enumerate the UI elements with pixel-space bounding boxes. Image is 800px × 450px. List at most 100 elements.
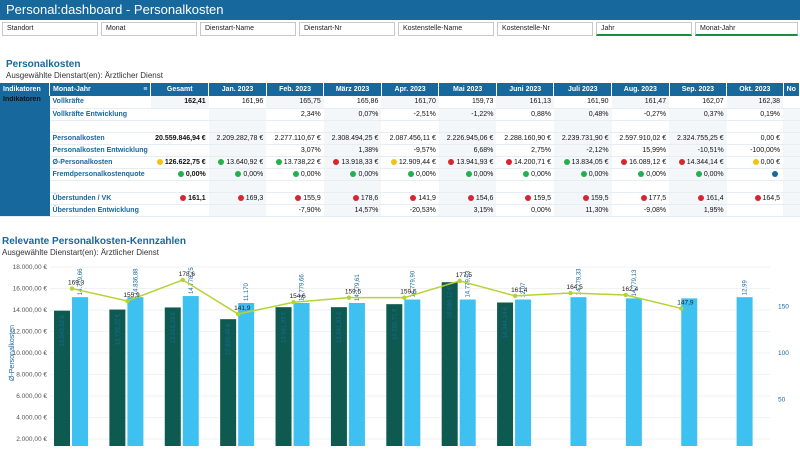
table-cell: 178,6 xyxy=(323,192,382,205)
col-header[interactable]: Sep. 2023 xyxy=(669,83,728,96)
bar-data-label: 12.909,44 € xyxy=(226,323,232,355)
table-cell xyxy=(726,180,784,193)
filter-kostenstelle-nr[interactable]: Kostenstelle-Nr xyxy=(497,22,593,36)
cell-value: -2,12% xyxy=(586,146,609,154)
table-cell: 1,38% xyxy=(323,144,382,157)
cell-value: 13.834,05 € xyxy=(571,158,609,166)
col-header[interactable]: Aug. 2023 xyxy=(611,83,670,96)
status-dot-icon xyxy=(448,158,455,165)
y-axis-label: Ø-Personalkosten xyxy=(9,325,16,381)
table-cell: 13.640,92 € xyxy=(208,156,267,169)
bar-data-label: 13.941,93 € xyxy=(282,311,288,343)
status-dot-icon xyxy=(180,194,187,201)
col-header[interactable]: Apr. 2023 xyxy=(381,83,440,96)
table-cell xyxy=(726,120,784,133)
line-data-label: 155,9 xyxy=(123,292,140,299)
table-cell xyxy=(150,204,209,217)
cell-value: 16.089,12 € xyxy=(629,158,667,166)
table-cell: -10,51% xyxy=(669,144,727,157)
col-header[interactable]: Okt. 2023 xyxy=(726,83,784,96)
row-header-monat-jahr[interactable]: Monat-Jahr ≡ xyxy=(49,83,152,96)
filter-standort[interactable]: Standort xyxy=(2,22,98,36)
col-header[interactable]: Juni 2023 xyxy=(496,83,555,96)
table-cell xyxy=(323,180,382,193)
table-cell: 159,5 xyxy=(553,192,612,205)
col-header[interactable]: Juli 2023 xyxy=(553,83,613,96)
col-header[interactable]: Mai 2023 xyxy=(438,83,497,96)
table-cell: 14.344,14 € xyxy=(669,156,727,169)
menu-icon[interactable]: ≡ xyxy=(143,86,148,93)
table-cell: 161,70 xyxy=(381,96,439,109)
status-dot-icon xyxy=(695,170,702,177)
line-data-label: 162,4 xyxy=(622,286,639,293)
cell-value: 154,6 xyxy=(475,194,494,202)
table-cell: 0,00% xyxy=(553,168,612,181)
bar-avg-cost xyxy=(54,310,70,446)
section-subtitle-kennzahlen: Ausgewählte Dienstart(en): Ärztlicher Di… xyxy=(2,248,159,257)
filter-dienstart-name[interactable]: Dienstart-Name xyxy=(200,22,296,36)
cell-value: 2.597.910,02 € xyxy=(619,134,667,142)
table-cell: 2.087.456,11 € xyxy=(381,132,439,145)
table-cell: 2.308.494,25 € xyxy=(323,132,382,145)
filter-dienstart-nr[interactable]: Dienstart-Nr xyxy=(299,22,395,36)
table-cell: 162,41 xyxy=(150,96,209,109)
table-cell xyxy=(783,204,800,217)
line-data-label: 164,5 xyxy=(566,284,583,291)
col-header[interactable]: Gesamt xyxy=(150,83,210,96)
cell-value: 0,00% xyxy=(185,170,206,178)
bar-avg-cost xyxy=(441,282,458,446)
col-header[interactable]: Feb. 2023 xyxy=(266,83,325,96)
table-cell xyxy=(150,108,209,121)
status-dot-icon xyxy=(295,194,302,201)
cell-value: -9,08% xyxy=(643,206,667,214)
cell-value: 2.308.494,25 € xyxy=(331,134,379,142)
cell-value: 178,6 xyxy=(360,194,379,202)
table-cell: -9,57% xyxy=(381,144,439,157)
cell-value: 162,07 xyxy=(702,98,724,106)
status-dot-icon xyxy=(772,170,779,177)
col-header[interactable]: No xyxy=(783,83,800,96)
bar-comparison xyxy=(515,299,532,446)
status-dot-icon xyxy=(580,170,587,177)
table-cell: 2.288.160,90 € xyxy=(496,132,554,145)
bar-data-label: 13.918,33 € xyxy=(171,311,177,343)
filter-jahr[interactable]: Jahr xyxy=(596,22,692,36)
line-point xyxy=(457,278,462,284)
table-cell xyxy=(669,180,727,193)
table-cell: 154,6 xyxy=(438,192,497,205)
bar-data-label: 11.170 xyxy=(244,282,250,301)
line-data-label: 141,9 xyxy=(234,305,251,312)
cell-value: 161,1 xyxy=(188,194,206,202)
table-cell xyxy=(150,144,209,157)
table-cell: 0,00% xyxy=(208,168,267,181)
cell-value: 165,86 xyxy=(356,98,379,106)
table-cell: 13.918,33 € xyxy=(323,156,382,169)
col-header[interactable]: März 2023 xyxy=(323,83,382,96)
cell-value: 1,95% xyxy=(703,206,724,214)
table-cell: 141,9 xyxy=(381,192,439,205)
filter-monat[interactable]: Monat xyxy=(101,22,197,36)
table-cell: -7,90% xyxy=(266,204,324,217)
table-cell: 0,88% xyxy=(496,108,554,121)
cell-value: 3,07% xyxy=(300,146,321,154)
cell-value: 0,37% xyxy=(703,110,724,118)
cell-value: 2,75% xyxy=(531,146,551,154)
table-cell xyxy=(208,144,267,157)
cell-value: 12.909,44 € xyxy=(398,158,436,166)
col-header[interactable]: Jan. 2023 xyxy=(208,83,267,96)
status-dot-icon xyxy=(752,158,759,165)
status-dot-icon xyxy=(410,194,417,201)
cell-value: 2.324.755,25 € xyxy=(676,134,724,142)
cell-value: 161,70 xyxy=(414,98,436,106)
row-label xyxy=(49,120,151,133)
table-cell: 2,75% xyxy=(496,144,554,157)
cell-value: 159,5 xyxy=(533,194,551,202)
cell-value: 0,00% xyxy=(531,206,551,214)
row-header-label: Monat-Jahr xyxy=(53,86,91,93)
filter-kostenstelle-name[interactable]: Kostenstelle-Name xyxy=(398,22,494,36)
filter-monat-jahr[interactable]: Monat-Jahr xyxy=(695,22,798,36)
line-point xyxy=(125,298,130,304)
table-cell xyxy=(496,180,554,193)
y-tick-label: 10.000,00 € xyxy=(13,350,48,357)
cell-value: 0,88% xyxy=(531,110,551,118)
